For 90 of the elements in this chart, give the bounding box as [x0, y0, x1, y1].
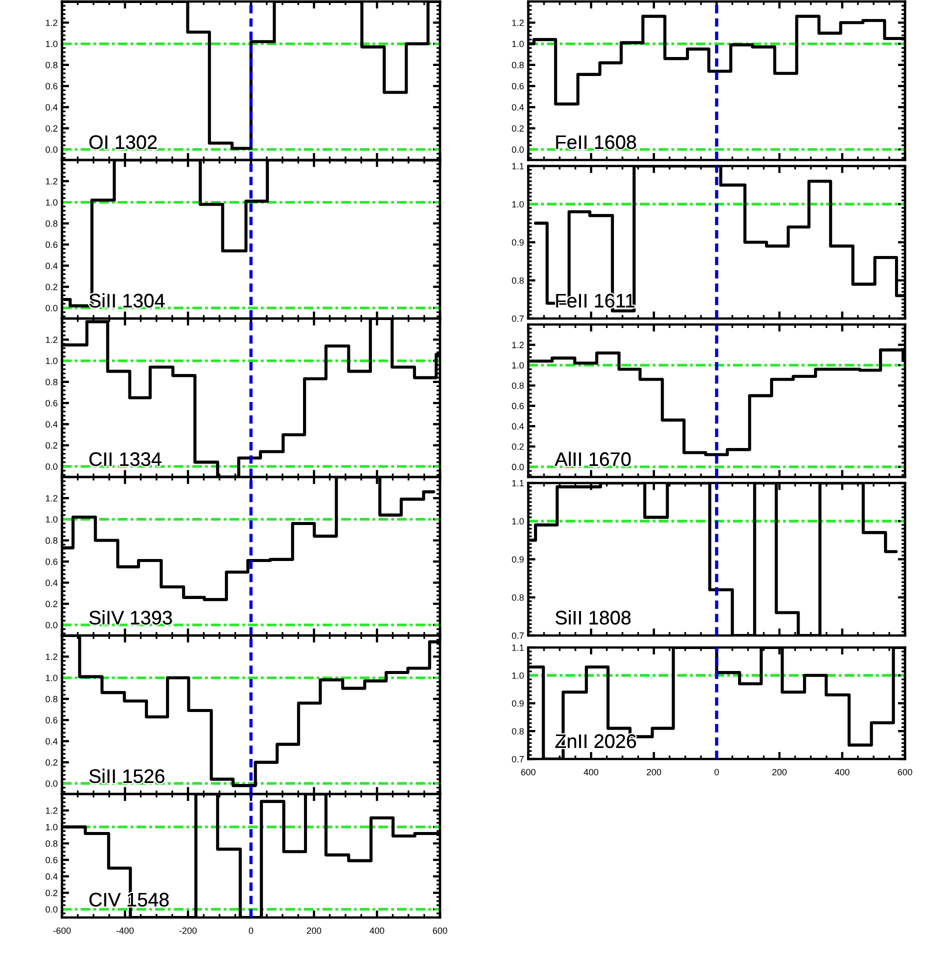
- y-tick-label: 0.7: [512, 756, 524, 762]
- y-tick-label: 0.0: [46, 906, 58, 913]
- x-tick-label: 0: [714, 768, 719, 776]
- y-tick-label: 1.2: [512, 20, 524, 26]
- x-tick-label: 0: [248, 927, 254, 934]
- y-tick-label: 0.8: [46, 537, 58, 544]
- y-tick-label: 1.0: [512, 40, 524, 48]
- y-tick-label: 0.2: [512, 443, 524, 450]
- y-tick-label: 1.2: [46, 495, 58, 502]
- y-tick-label: 0.0: [46, 304, 58, 312]
- y-tick-label: 0.2: [46, 759, 58, 766]
- y-tick-label: 0.8: [512, 382, 524, 389]
- y-tick-label: 1.0: [46, 516, 58, 523]
- y-tick-label: 0.8: [46, 378, 58, 386]
- x-tick-label: 200: [772, 768, 787, 776]
- y-tick-label: 1.2: [46, 336, 58, 343]
- y-tick-label: 1.1: [512, 480, 524, 486]
- y-tick-label: 1.0: [512, 201, 524, 208]
- y-tick-label: 0.7: [512, 315, 524, 322]
- y-tick-label: 1.1: [512, 163, 524, 170]
- y-tick-label: 0.4: [512, 423, 524, 430]
- y-tick-label: 1.2: [46, 178, 58, 184]
- y-tick-label: 0.6: [46, 558, 58, 565]
- y-tick-label: 1.2: [46, 20, 58, 26]
- y-tick-label: 0.9: [512, 700, 524, 707]
- y-tick-label: 0.8: [46, 840, 58, 847]
- y-tick-label: 0.2: [512, 125, 524, 132]
- y-tick-label: 0.2: [46, 890, 58, 896]
- y-tick-label: 0.0: [46, 622, 58, 628]
- y-tick-label: 0.4: [46, 104, 58, 111]
- x-tick-label: -400: [116, 927, 134, 934]
- y-tick-label: 0.6: [46, 717, 58, 724]
- y-tick-label: 0.2: [46, 284, 58, 290]
- text: CII 1334: [89, 452, 162, 466]
- y-tick-label: 0.6: [46, 400, 58, 406]
- y-tick-label: 0.8: [512, 277, 524, 284]
- y-tick-label: 0.0: [46, 463, 58, 470]
- x-tick-label: 400: [584, 768, 598, 776]
- y-tick-label: 0.4: [512, 104, 524, 111]
- text: OI 1302: [89, 135, 157, 150]
- y-tick-label: 0.0: [512, 146, 524, 153]
- y-tick-label: 0.4: [46, 421, 58, 428]
- y-tick-label: 0.2: [46, 600, 58, 608]
- x-tick-label: -200: [179, 927, 197, 934]
- y-tick-label: 0.9: [512, 239, 524, 246]
- text: AlII 1670: [554, 452, 631, 466]
- y-tick-label: 0.4: [46, 262, 58, 270]
- y-tick-label: 0.4: [46, 873, 58, 880]
- y-tick-label: 1.0: [46, 824, 58, 830]
- text: SiIV 1393: [89, 610, 172, 625]
- x-tick-label: 600: [898, 768, 912, 776]
- y-tick-label: 0.0: [512, 464, 524, 470]
- text: FeII 1608: [556, 135, 636, 150]
- y-tick-label: 0.8: [512, 62, 524, 68]
- y-tick-label: 0.6: [46, 83, 58, 90]
- y-tick-label: 1.0: [512, 362, 524, 369]
- y-tick-label: 0.2: [46, 125, 58, 132]
- x-tick-label: 400: [834, 768, 850, 776]
- y-tick-label: 0.7: [512, 632, 524, 639]
- y-tick-label: 0.8: [512, 728, 524, 734]
- x-tick-label: 200: [306, 927, 322, 934]
- y-tick-label: 1.0: [46, 40, 58, 48]
- x-tick-label: -600: [53, 927, 71, 934]
- y-tick-label: 0.4: [46, 580, 58, 586]
- y-tick-label: 1.1: [512, 644, 524, 651]
- x-tick-label: 600: [521, 768, 536, 776]
- text: SiII 1526: [89, 768, 164, 784]
- y-tick-label: 0.9: [512, 556, 524, 563]
- y-tick-label: 0.6: [46, 242, 58, 248]
- y-tick-label: 1.2: [46, 807, 58, 814]
- y-tick-label: 0.4: [46, 738, 58, 745]
- y-tick-label: 0.6: [512, 83, 524, 90]
- y-tick-label: 1.0: [46, 199, 58, 206]
- y-tick-label: 1.0: [512, 518, 524, 524]
- y-tick-label: 0.8: [512, 594, 524, 601]
- x-tick-label: 400: [370, 927, 384, 934]
- y-tick-label: 1.0: [46, 674, 58, 682]
- y-tick-label: 0.6: [46, 856, 58, 864]
- y-tick-label: 1.0: [46, 358, 58, 364]
- y-tick-label: 1.2: [512, 342, 524, 348]
- y-tick-label: 0.8: [46, 62, 58, 68]
- y-tick-label: 0.8: [46, 696, 58, 702]
- y-tick-label: 0.0: [46, 780, 58, 787]
- y-tick-label: 0.2: [46, 442, 58, 449]
- text: SiII 1808: [556, 610, 631, 625]
- y-tick-label: 1.2: [46, 654, 58, 660]
- y-tick-label: 1.0: [512, 672, 524, 679]
- y-tick-label: 0.8: [46, 220, 58, 227]
- x-tick-label: 200: [646, 768, 662, 776]
- y-tick-label: 0.6: [512, 402, 524, 410]
